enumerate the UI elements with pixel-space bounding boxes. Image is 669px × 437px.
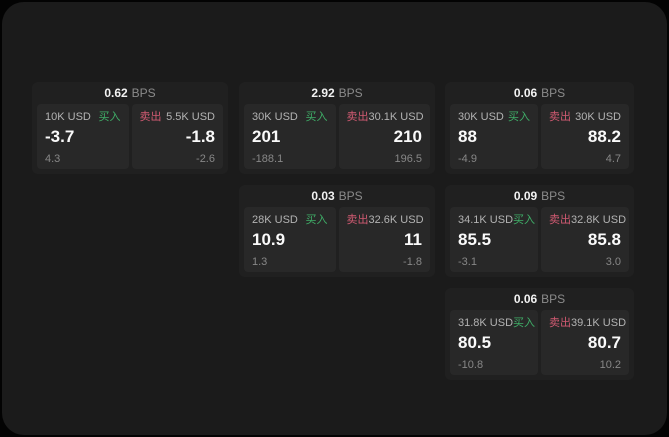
sell-delta: 3.0 — [605, 256, 621, 268]
sell-quote-tile[interactable]: 卖出 30.1K USD 210 196.5 — [338, 104, 430, 169]
sell-notional: 32.6K USD — [368, 214, 424, 226]
card-header: 0.06 BPS — [445, 288, 634, 310]
bps-value: 0.09 — [513, 189, 538, 203]
buy-quote-tile[interactable]: 28K USD 买入 10.9 1.3 — [244, 207, 336, 272]
buy-quote-tile[interactable]: 31.8K USD 买入 80.5 -10.8 — [450, 310, 538, 375]
buy-side-label: 买入 — [305, 111, 328, 123]
buy-quote-tile[interactable]: 34.1K USD 买入 85.5 -3.1 — [450, 207, 538, 272]
quote-card: 0.06 BPS 30K USD 买入 88 -4.9 卖出 30K USD — [445, 82, 634, 174]
sell-quote-tile[interactable]: 卖出 32.8K USD 85.8 3.0 — [541, 207, 629, 272]
buy-notional: 10K USD — [45, 111, 91, 123]
buy-notional: 30K USD — [458, 111, 504, 123]
bps-value: 0.06 — [513, 86, 538, 100]
sell-notional: 5.5K USD — [166, 111, 215, 123]
sell-price: 11 — [404, 230, 422, 249]
quote-card: 0.09 BPS 34.1K USD 买入 85.5 -3.1 卖出 32.8K… — [445, 185, 634, 277]
buy-side-label: 买入 — [513, 214, 536, 226]
quote-card: 0.62 BPS 10K USD 买入 -3.7 4.3 卖出 5.5K USD — [32, 82, 228, 174]
buy-side-label: 买入 — [98, 111, 121, 123]
buy-side-label: 买入 — [508, 111, 530, 123]
sell-side-label: 卖出 — [549, 214, 571, 226]
buy-quote-tile[interactable]: 30K USD 买入 88 -4.9 — [450, 104, 538, 169]
sell-quote-tile[interactable]: 卖出 30K USD 88.2 4.7 — [541, 104, 629, 169]
sell-side-label: 卖出 — [549, 317, 571, 329]
buy-price: -3.7 — [45, 127, 75, 146]
sell-side-label: 卖出 — [549, 111, 571, 123]
bps-value: 0.62 — [104, 86, 128, 100]
quote-card: 2.92 BPS 30K USD 买入 201 -188.1 卖出 30.1K … — [239, 82, 435, 174]
bps-value: 2.92 — [311, 86, 335, 100]
sell-notional: 32.8K USD — [571, 214, 627, 226]
card-header: 0.62 BPS — [32, 82, 228, 104]
card-header: 0.09 BPS — [445, 185, 634, 207]
sell-notional: 30.1K USD — [368, 111, 424, 123]
quote-card: 0.03 BPS 28K USD 买入 10.9 1.3 卖出 32.6K US… — [239, 185, 435, 277]
quote-card: 0.06 BPS 31.8K USD 买入 80.5 -10.8 卖出 39.1… — [445, 288, 634, 380]
sell-delta: -1.8 — [403, 256, 422, 268]
bps-unit-label: BPS — [131, 86, 156, 100]
buy-quote-tile[interactable]: 30K USD 买入 201 -188.1 — [244, 104, 336, 169]
buy-notional: 34.1K USD — [458, 214, 514, 226]
sell-price: -1.8 — [185, 127, 215, 146]
buy-price: 201 — [252, 127, 281, 146]
bps-unit-label: BPS — [338, 86, 363, 100]
buy-side-label: 买入 — [513, 317, 536, 329]
buy-delta: -10.8 — [458, 359, 484, 371]
bps-unit-label: BPS — [541, 189, 566, 203]
buy-quote-tile[interactable]: 10K USD 买入 -3.7 4.3 — [37, 104, 129, 169]
sell-delta: 10.2 — [599, 359, 621, 371]
buy-delta: 4.3 — [45, 153, 61, 165]
sell-notional: 30K USD — [575, 111, 621, 123]
buy-delta: -3.1 — [458, 256, 477, 268]
buy-notional: 28K USD — [252, 214, 298, 226]
card-header: 0.03 BPS — [239, 185, 435, 207]
buy-price: 10.9 — [252, 230, 286, 249]
bps-unit-label: BPS — [541, 292, 566, 306]
buy-notional: 31.8K USD — [458, 317, 514, 329]
sell-price: 88.2 — [587, 127, 621, 146]
buy-price: 85.5 — [458, 230, 492, 249]
buy-delta: -188.1 — [252, 153, 284, 165]
buy-notional: 30K USD — [252, 111, 298, 123]
sell-side-label: 卖出 — [346, 214, 369, 226]
sell-side-label: 卖出 — [139, 111, 162, 123]
buy-price: 88 — [458, 127, 477, 146]
sell-delta: 196.5 — [394, 153, 422, 165]
card-header: 0.06 BPS — [445, 82, 634, 104]
buy-delta: -4.9 — [458, 153, 477, 165]
bps-unit-label: BPS — [338, 189, 363, 203]
buy-price: 80.5 — [458, 333, 492, 352]
card-header: 2.92 BPS — [239, 82, 435, 104]
sell-price: 80.7 — [587, 333, 621, 352]
bps-value: 0.03 — [311, 189, 335, 203]
sell-delta: -2.6 — [196, 153, 215, 165]
sell-quote-tile[interactable]: 卖出 5.5K USD -1.8 -2.6 — [131, 104, 223, 169]
buy-side-label: 买入 — [305, 214, 328, 226]
bps-value: 0.06 — [513, 292, 538, 306]
sell-price: 210 — [393, 127, 422, 146]
sell-notional: 39.1K USD — [571, 317, 627, 329]
sell-side-label: 卖出 — [346, 111, 369, 123]
sell-quote-tile[interactable]: 卖出 32.6K USD 11 -1.8 — [338, 207, 430, 272]
sell-quote-tile[interactable]: 卖出 39.1K USD 80.7 10.2 — [541, 310, 629, 375]
buy-delta: 1.3 — [252, 256, 268, 268]
sell-delta: 4.7 — [605, 153, 621, 165]
bps-unit-label: BPS — [541, 86, 566, 100]
sell-price: 85.8 — [587, 230, 621, 249]
